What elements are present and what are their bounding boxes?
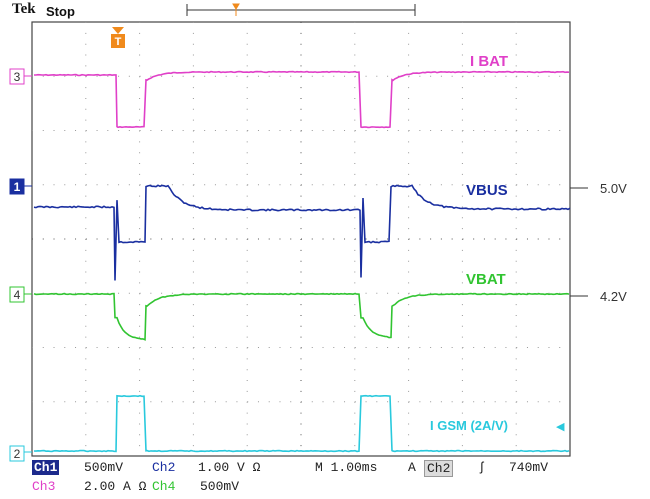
ch2-tag[interactable]: Ch2 xyxy=(152,460,176,475)
ch1-scale: 500mV xyxy=(84,460,124,475)
ch3-ibat-trace xyxy=(34,70,570,129)
ch2-igsm-trace xyxy=(33,394,570,453)
graticule-grid xyxy=(32,22,570,456)
ch3-scale: 2.00 A Ω xyxy=(84,479,147,494)
readout-row-2: Ch3 2.00 A Ω Ch4 500mV xyxy=(32,478,572,495)
ch4-marker: 4 xyxy=(9,286,32,303)
svg-text:1: 1 xyxy=(14,180,21,194)
record-length-bar xyxy=(186,3,416,16)
trigger-level-arrow-icon: ◀ xyxy=(556,420,565,433)
svg-text:T: T xyxy=(115,36,122,48)
ch1-vbus-trace xyxy=(33,184,571,281)
ch4-vbat-trace xyxy=(33,292,570,341)
vbat-label: VBAT xyxy=(466,271,506,288)
ch3-tag[interactable]: Ch3 xyxy=(32,479,56,494)
trigger-marker-icon: T xyxy=(111,27,125,48)
igsm-label: I GSM (2A/V) xyxy=(430,418,508,433)
trigger-position-icon xyxy=(232,3,240,16)
vbus-label: VBUS xyxy=(466,182,508,199)
trigger-edge-icon: ʃ xyxy=(478,460,486,475)
ch1-tag[interactable]: Ch1 xyxy=(32,460,60,475)
ibat-label: I BAT xyxy=(470,53,508,70)
ch2-scale: 1.00 V Ω xyxy=(198,460,261,475)
ch1-marker: 1 xyxy=(9,178,32,195)
trigger-source[interactable]: Ch2 xyxy=(424,460,454,477)
vbus-level-label: 5.0V xyxy=(600,181,627,196)
svg-text:4: 4 xyxy=(14,288,21,302)
brand-logo: Tek xyxy=(12,1,36,17)
vbat-level-label: 4.2V xyxy=(600,289,627,304)
acquisition-status: Stop xyxy=(46,4,75,19)
svg-text:2: 2 xyxy=(14,447,21,461)
timebase-readout: M 1.00ms xyxy=(315,460,378,475)
trigger-mode-tag: A xyxy=(408,460,416,475)
svg-text:3: 3 xyxy=(14,70,21,84)
ch4-scale: 500mV xyxy=(200,479,240,494)
ch4-tag[interactable]: Ch4 xyxy=(152,479,176,494)
readout-row-1: Ch1 500mV Ch2 1.00 V Ω M 1.00ms A Ch2 ʃ … xyxy=(32,459,572,477)
ch3-marker: 3 xyxy=(9,68,32,85)
trigger-level: 740mV xyxy=(509,460,549,475)
ch2-marker: 2 xyxy=(9,445,32,462)
